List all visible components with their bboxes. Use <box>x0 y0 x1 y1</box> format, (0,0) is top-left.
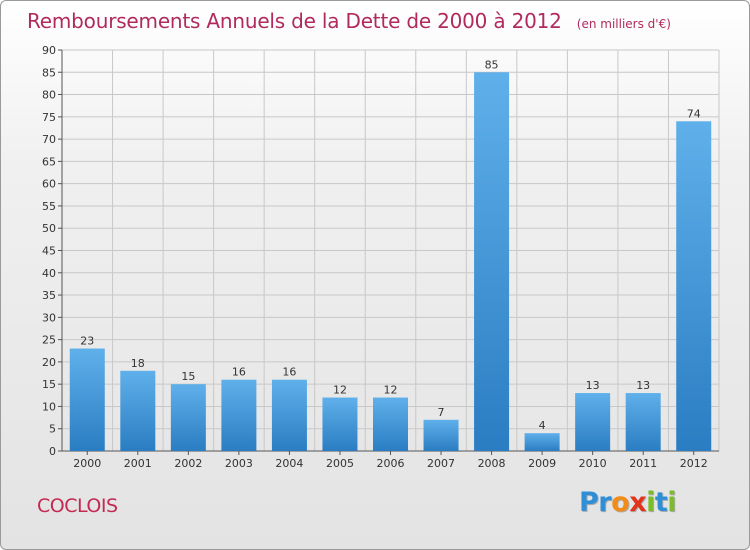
y-tick-label: 20 <box>42 356 56 369</box>
y-tick-label: 75 <box>42 111 56 124</box>
y-tick-label: 30 <box>42 311 56 324</box>
y-tick-label: 50 <box>42 222 56 235</box>
x-tick-label: 2010 <box>579 457 607 470</box>
y-tick-label: 45 <box>42 245 56 258</box>
x-tick-label: 2005 <box>326 457 354 470</box>
chart-title-main: Remboursements Annuels de la Dette de 20… <box>27 9 562 33</box>
y-tick-label: 5 <box>49 423 56 436</box>
data-label: 18 <box>131 357 145 370</box>
commune-name: COCLOIS <box>37 495 118 517</box>
chart-title: Remboursements Annuels de la Dette de 20… <box>27 9 671 33</box>
x-tick-label: 2001 <box>124 457 152 470</box>
y-tick-label: 25 <box>42 334 56 347</box>
logo-letter: i <box>646 487 655 518</box>
data-label: 74 <box>687 107 701 120</box>
bar <box>373 397 408 451</box>
x-tick-label: 2011 <box>629 457 657 470</box>
data-label: 7 <box>438 406 445 419</box>
bar <box>423 419 459 451</box>
data-label: 23 <box>80 335 94 348</box>
data-label: 15 <box>181 370 195 383</box>
x-tick-label: 2008 <box>478 457 506 470</box>
logo-letter: o <box>611 487 630 518</box>
x-tick-label: 2003 <box>225 457 253 470</box>
y-tick-label: 15 <box>42 378 56 391</box>
y-tick-label: 90 <box>42 44 56 57</box>
data-label: 85 <box>485 58 499 71</box>
y-tick-label: 40 <box>42 267 56 280</box>
logo-letter: P <box>579 487 599 518</box>
bar <box>575 393 611 451</box>
bar <box>221 379 257 451</box>
data-label: 12 <box>333 384 347 397</box>
data-label: 13 <box>636 379 650 392</box>
x-tick-label: 2007 <box>427 457 455 470</box>
y-tick-label: 65 <box>42 155 56 168</box>
x-tick-label: 2000 <box>73 457 101 470</box>
bar <box>625 393 661 451</box>
y-tick-label: 10 <box>42 400 56 413</box>
data-label: 16 <box>282 366 296 379</box>
proxiti-logo[interactable]: Proxiti <box>579 487 677 518</box>
x-tick-label: 2002 <box>174 457 202 470</box>
y-tick-label: 35 <box>42 289 56 302</box>
y-tick-label: 70 <box>42 133 56 146</box>
y-tick-label: 0 <box>49 445 56 458</box>
chart-title-unit: (en milliers d'€) <box>576 17 671 31</box>
data-label: 16 <box>232 366 246 379</box>
y-tick-label: 80 <box>42 89 56 102</box>
data-label: 4 <box>539 419 546 432</box>
x-tick-label: 2012 <box>680 457 708 470</box>
bar <box>170 384 206 451</box>
bar <box>524 433 560 451</box>
x-tick-label: 2006 <box>377 457 405 470</box>
x-tick-label: 2004 <box>275 457 303 470</box>
bar <box>322 397 358 451</box>
bar-layer <box>69 72 712 452</box>
y-tick-label: 85 <box>42 66 56 79</box>
logo-letter: x <box>629 487 647 518</box>
bar <box>676 121 712 452</box>
y-tick-label: 55 <box>42 200 56 213</box>
bar <box>69 348 105 451</box>
y-tick-label: 60 <box>42 178 56 191</box>
logo-letter: t <box>654 487 668 518</box>
bar <box>120 370 156 451</box>
data-label: 13 <box>586 379 600 392</box>
bar <box>474 72 510 452</box>
logo-letter: i <box>667 487 677 518</box>
label-layer: 23 18 15 16 16 12 12 7 85 4 13 13 74 <box>80 58 700 432</box>
x-tick-label: 2009 <box>528 457 556 470</box>
bar <box>271 379 307 451</box>
data-label: 12 <box>384 384 398 397</box>
logo-letter: r <box>598 487 612 518</box>
